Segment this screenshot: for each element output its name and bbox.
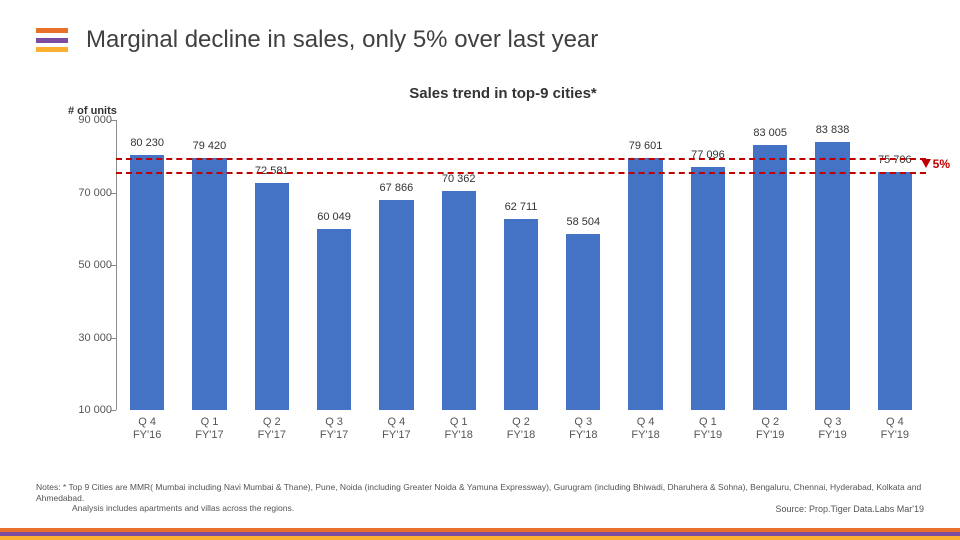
title-row: Marginal decline in sales, only 5% over … [36, 26, 598, 54]
sales-chart: Sales trend in top-9 cities* # of units … [68, 85, 938, 450]
decline-annotation-text: 5% [933, 157, 950, 171]
bar-value-label: 67 866 [366, 182, 426, 194]
bar-value-label: 79 601 [616, 140, 676, 152]
xtick-label: Q 2FY'18 [491, 416, 551, 442]
ytick-mark [110, 120, 116, 121]
xtick-label: Q 4FY'17 [366, 416, 426, 442]
footer-stripe [0, 528, 960, 540]
xtick-label: Q 3FY'18 [553, 416, 613, 442]
xtick-label: Q 4FY'18 [616, 416, 676, 442]
ytick-label: 30 000 [68, 332, 112, 344]
xtick-label: Q 1FY'18 [429, 416, 489, 442]
xtick-label: Q 3FY'19 [803, 416, 863, 442]
bar-value-label: 60 049 [304, 211, 364, 223]
xtick-label: Q 4FY'19 [865, 416, 925, 442]
bar: 70 362 [442, 191, 476, 410]
bar-value-label: 75 706 [865, 154, 925, 166]
bar: 62 711 [504, 219, 538, 410]
bar-value-label: 62 711 [491, 201, 551, 213]
bar: 83 838 [815, 142, 849, 410]
bar: 75 706 [878, 172, 912, 410]
bar-value-label: 70 362 [429, 173, 489, 185]
arrow-down-icon [921, 159, 931, 168]
chart-title: Sales trend in top-9 cities* [68, 85, 938, 102]
ytick-label: 10 000 [68, 404, 112, 416]
xtick-label: Q 2FY'17 [242, 416, 302, 442]
page-title: Marginal decline in sales, only 5% over … [86, 26, 598, 54]
bar-value-label: 83 005 [740, 127, 800, 139]
ytick-mark [110, 193, 116, 194]
bar-value-label: 58 504 [553, 216, 613, 228]
ytick-label: 50 000 [68, 259, 112, 271]
xtick-label: Q 1FY'17 [179, 416, 239, 442]
bar: 83 005 [753, 145, 787, 410]
xtick-label: Q 1FY'19 [678, 416, 738, 442]
decline-annotation: 5% [921, 157, 950, 171]
plot-area: 10 00030 00050 00070 00090 00080 230Q 4F… [116, 120, 926, 410]
bar: 80 230 [130, 155, 164, 410]
bar: 79 420 [192, 158, 226, 410]
yaxis-line [116, 120, 117, 410]
bar-value-label: 83 838 [803, 124, 863, 136]
slide: Marginal decline in sales, only 5% over … [0, 0, 960, 540]
bar: 67 866 [379, 200, 413, 410]
ytick-label: 70 000 [68, 187, 112, 199]
source-label: Source: Prop.Tiger Data.Labs Mar'19 [776, 504, 924, 514]
xtick-label: Q 2FY'19 [740, 416, 800, 442]
ytick-mark [110, 338, 116, 339]
bar: 77 096 [691, 167, 725, 410]
bar-value-label: 80 230 [117, 137, 177, 149]
ytick-mark [110, 265, 116, 266]
footnote-line-1: Notes: * Top 9 Cities are MMR( Mumbai in… [36, 482, 926, 503]
bar: 58 504 [566, 234, 600, 410]
bar: 72 581 [255, 183, 289, 410]
reference-line [116, 172, 926, 174]
bar-value-label: 79 420 [179, 140, 239, 152]
bar: 60 049 [317, 229, 351, 410]
xtick-label: Q 4FY'16 [117, 416, 177, 442]
hamburger-icon [36, 28, 68, 52]
xtick-label: Q 3FY'17 [304, 416, 364, 442]
ytick-label: 90 000 [68, 114, 112, 126]
bar: 79 601 [628, 158, 662, 410]
ytick-mark [110, 410, 116, 411]
reference-line [116, 158, 926, 160]
